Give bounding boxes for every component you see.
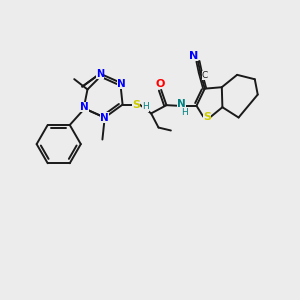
Text: N: N (100, 112, 109, 123)
Text: S: S (203, 112, 211, 122)
Text: H: H (142, 102, 149, 111)
Text: O: O (156, 79, 165, 89)
Text: N: N (96, 69, 104, 79)
Text: S: S (132, 100, 140, 110)
Text: N: N (189, 51, 198, 61)
Text: N: N (177, 99, 186, 109)
Text: H: H (181, 108, 188, 117)
Text: C: C (202, 71, 208, 80)
Text: N: N (80, 102, 89, 112)
Text: N: N (117, 79, 126, 89)
